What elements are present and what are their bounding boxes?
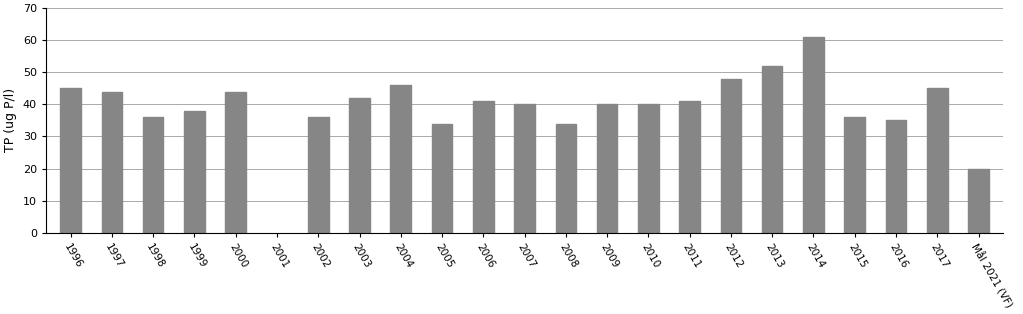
Bar: [762, 66, 783, 233]
Bar: [679, 101, 700, 233]
Bar: [886, 120, 906, 233]
Bar: [225, 92, 246, 233]
Bar: [391, 85, 411, 233]
Bar: [101, 92, 122, 233]
Bar: [432, 124, 452, 233]
Bar: [638, 104, 659, 233]
Bar: [308, 117, 328, 233]
Bar: [927, 88, 947, 233]
Bar: [143, 117, 164, 233]
Bar: [596, 104, 618, 233]
Bar: [349, 98, 370, 233]
Y-axis label: TP (ug P/l): TP (ug P/l): [4, 88, 17, 153]
Bar: [515, 104, 535, 233]
Bar: [968, 169, 989, 233]
Bar: [803, 37, 824, 233]
Bar: [720, 79, 742, 233]
Bar: [60, 88, 81, 233]
Bar: [184, 111, 205, 233]
Bar: [473, 101, 494, 233]
Bar: [844, 117, 865, 233]
Bar: [555, 124, 576, 233]
